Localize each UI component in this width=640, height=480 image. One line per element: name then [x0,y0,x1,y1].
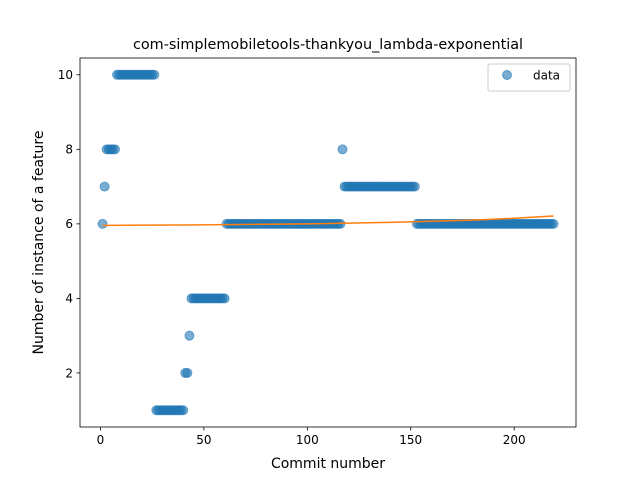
data-points [97,69,559,416]
x-tick-label: 200 [503,433,526,447]
data-point [97,218,108,229]
plot-area [80,58,576,427]
legend-marker [502,70,512,80]
legend: data [487,63,571,92]
y-tick-label: 6 [65,217,73,231]
fit-line [102,215,554,227]
data-point [182,367,193,378]
data-point [178,405,189,416]
x-tick-label: 50 [196,433,211,447]
x-tick-label: 0 [97,433,105,447]
data-point [99,181,110,192]
y-tick-label: 2 [65,366,73,380]
x-axis-ticks: 0 50 100 150 200 [97,427,526,447]
legend-label: data [533,69,560,83]
x-axis-label: Commit number [271,456,385,472]
data-point [337,144,348,155]
data-point [548,218,559,229]
data-point [149,69,160,80]
y-tick-label: 10 [58,68,73,82]
data-point [109,144,120,155]
y-tick-label: 8 [65,143,73,157]
y-axis-label: Number of instance of a feature [31,131,47,355]
plot-frame [79,57,577,428]
x-tick-label: 100 [296,433,319,447]
y-tick-label: 4 [65,292,73,306]
x-tick-label: 150 [399,433,422,447]
y-axis-ticks: 2 4 6 8 10 [58,68,80,380]
data-point [409,181,420,192]
data-point [184,330,195,341]
fit-line-group [102,215,554,227]
chart-title: com-simplemobiletools-thankyou_lambda-ex… [133,37,523,53]
data-point [219,293,230,304]
